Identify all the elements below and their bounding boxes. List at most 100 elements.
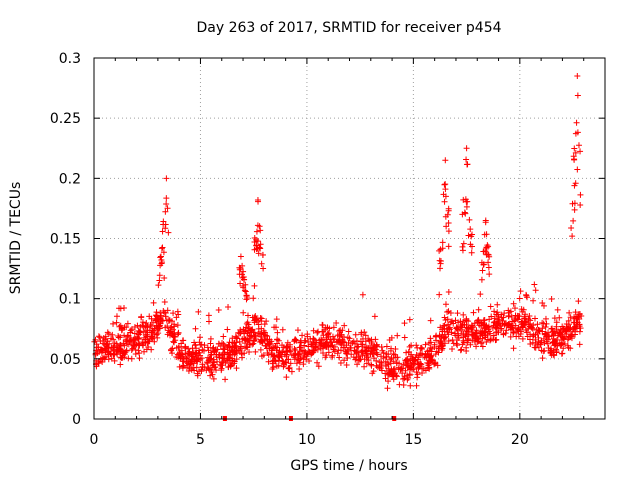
data-point (157, 309, 164, 316)
y-tick-label: 0.2 (59, 171, 81, 187)
data-point (436, 257, 443, 264)
data-point (571, 206, 578, 213)
data-point (249, 314, 256, 321)
data-point (206, 366, 213, 373)
data-point (305, 343, 312, 350)
data-point (445, 243, 452, 250)
data-point (478, 340, 485, 347)
data-points (91, 73, 585, 392)
data-point (524, 333, 531, 340)
data-point (402, 367, 409, 374)
data-point (264, 336, 271, 343)
data-point (164, 205, 171, 212)
data-point (150, 319, 157, 326)
data-point (531, 315, 538, 322)
data-point (479, 332, 486, 339)
data-point (339, 327, 346, 334)
data-point (297, 355, 304, 362)
data-point (370, 368, 377, 375)
data-point (531, 344, 538, 351)
data-point (361, 329, 368, 336)
data-point (539, 355, 546, 362)
data-point (548, 345, 554, 352)
x-tick-label: 15 (404, 432, 422, 448)
data-point (320, 349, 327, 356)
data-point (530, 332, 537, 339)
data-point (149, 335, 156, 342)
data-point (434, 362, 441, 369)
data-point (362, 338, 369, 345)
data-point (242, 281, 249, 288)
data-point (447, 319, 454, 326)
data-point (382, 375, 389, 382)
data-point (341, 357, 348, 364)
data-point (124, 320, 131, 327)
data-point (485, 259, 492, 266)
data-point (231, 344, 238, 351)
data-point (158, 245, 165, 252)
data-point (225, 304, 232, 311)
data-point (512, 322, 519, 329)
data-point (560, 345, 567, 352)
data-point (489, 324, 496, 331)
data-point (572, 149, 579, 156)
data-point (336, 327, 343, 334)
data-point (330, 346, 337, 353)
x-tick-labels: 0 5 10 15 20 (90, 432, 529, 448)
y-axis-label: SRMTID / TECUs (8, 182, 24, 295)
data-point (442, 213, 449, 220)
data-point (441, 314, 448, 321)
data-point (111, 342, 118, 349)
data-point (257, 241, 264, 248)
data-point (490, 336, 497, 343)
data-point (519, 335, 526, 342)
data-point (273, 316, 280, 323)
data-point (530, 297, 537, 304)
data-point (491, 308, 498, 315)
data-point (539, 319, 546, 326)
data-point (213, 367, 220, 374)
data-point (416, 362, 423, 369)
data-point (257, 346, 264, 353)
data-point (510, 329, 517, 336)
data-point (347, 344, 354, 351)
data-point (458, 346, 465, 353)
data-point (492, 329, 499, 336)
data-point (475, 316, 482, 323)
data-point (207, 372, 214, 379)
data-point (371, 313, 378, 320)
data-point (259, 337, 266, 344)
data-point (575, 298, 582, 305)
data-point (314, 346, 321, 353)
data-point (125, 355, 132, 362)
data-point (483, 251, 490, 258)
data-point (481, 231, 488, 238)
data-point (253, 228, 260, 235)
data-point (465, 325, 472, 332)
data-point (472, 336, 479, 343)
data-point (175, 354, 182, 361)
y-tick-label: 0.15 (50, 232, 81, 248)
data-point (155, 330, 162, 337)
data-point (196, 334, 203, 341)
data-point (329, 354, 336, 361)
data-point (170, 310, 177, 317)
data-point (123, 347, 130, 354)
data-point (109, 331, 116, 338)
data-point (154, 316, 161, 323)
data-point (525, 321, 532, 328)
data-point (513, 333, 520, 340)
data-point (391, 351, 398, 358)
data-point (443, 326, 450, 333)
data-point (117, 334, 124, 341)
data-point (396, 360, 403, 367)
data-point (204, 344, 211, 351)
data-point (515, 313, 522, 319)
data-point (150, 327, 157, 334)
data-point (577, 191, 584, 198)
data-point (117, 343, 124, 350)
data-point (436, 247, 443, 254)
data-point (537, 341, 544, 348)
data-point (441, 340, 448, 347)
data-point (410, 366, 417, 373)
